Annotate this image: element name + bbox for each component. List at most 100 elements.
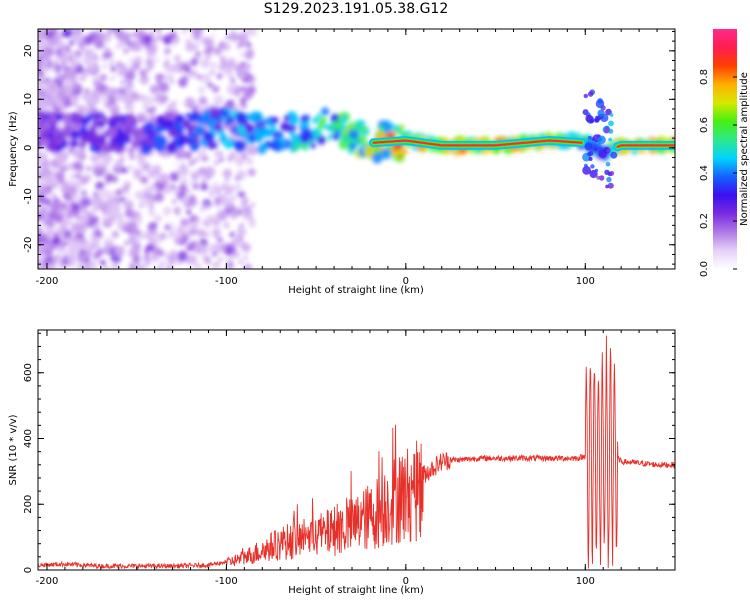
- spectrogram-noise-blob: [43, 52, 50, 59]
- spectrogram-noise-blob: [158, 81, 170, 93]
- spectrogram-noise-blob: [178, 77, 188, 88]
- spectrogram-noise-blob: [181, 29, 189, 33]
- spectrogram-ridge-blob: [397, 154, 403, 160]
- spectrogram-disturbance-blob: [582, 166, 591, 175]
- spectrogram-noise-blob: [170, 32, 176, 38]
- spectrogram-ridge-blob: [204, 133, 212, 140]
- spectrogram-noise-blob: [150, 221, 158, 229]
- spectrogram-noise-blob: [164, 53, 168, 57]
- spectrogram-noise-blob: [150, 110, 156, 116]
- spectrogram-ridge-blob: [153, 142, 161, 150]
- spectrogram-noise-blob: [155, 29, 162, 33]
- spectrogram-ridge-blob: [381, 120, 393, 132]
- spectrogram-ridge-blob: [234, 140, 247, 153]
- y-tick-label: 400: [23, 429, 34, 448]
- spectrogram-noise-blob: [72, 180, 83, 191]
- snr-frame: [37, 329, 676, 571]
- spectrogram-noise-blob: [189, 227, 198, 236]
- spectrogram-noise-blob: [43, 219, 48, 224]
- spectrogram-disturbance-blob: [597, 143, 601, 147]
- spectrogram-noise-blob: [214, 160, 219, 165]
- spectrogram-noise-blob: [207, 81, 214, 89]
- spectrogram-noise-blob: [110, 65, 117, 73]
- spectrogram-noise-blob: [51, 202, 61, 212]
- spectrogram-noise-blob: [223, 71, 229, 77]
- spectrogram-noise-blob: [90, 239, 101, 250]
- spectrogram-noise-blob: [92, 197, 97, 202]
- spectrogram-noise-blob: [104, 247, 109, 253]
- spectrogram-ridge-blob: [167, 128, 178, 138]
- spectrogram-noise-blob: [244, 50, 254, 60]
- spectrogram-noise-blob: [66, 220, 71, 225]
- spectrogram-noise-blob: [236, 169, 247, 180]
- spectrogram-noise-blob: [182, 74, 187, 79]
- spectrogram-ridge-blob: [144, 121, 155, 132]
- spectrogram-noise-blob: [219, 158, 223, 162]
- spectrogram-noise-blob: [222, 168, 232, 179]
- spectrogram-noise-blob: [223, 221, 231, 229]
- spectrogram-ridge-blob: [400, 124, 405, 130]
- snr-y-axis-label: SNR (10 * v/v): [8, 414, 19, 485]
- spectrogram-noise-blob: [80, 177, 88, 185]
- spectrogram-noise-blob: [154, 73, 163, 82]
- spectrogram-noise-blob: [247, 168, 256, 177]
- spectrogram-noise-blob: [96, 248, 105, 256]
- spectrogram-noise-blob: [80, 104, 85, 110]
- spectrogram-ridge-blob: [300, 129, 313, 141]
- spectrogram-ridge-blob: [78, 140, 87, 149]
- spectrogram-ridge-blob: [380, 148, 392, 160]
- spectrogram-ridge-blob: [377, 125, 384, 132]
- spectrogram-noise-blob: [53, 67, 59, 74]
- spectrogram-disturbance-blob: [606, 148, 611, 153]
- spectrogram-noise-blob: [125, 41, 130, 46]
- spectrogram-noise-blob: [120, 80, 125, 85]
- spectrogram-noise-blob: [243, 263, 253, 269]
- spectrogram-noise-blob: [115, 43, 121, 50]
- spectrogram-ridge-blob: [320, 107, 330, 116]
- spectrogram-ridge-blob: [125, 117, 137, 129]
- spectrogram-noise-blob: [155, 181, 160, 187]
- spectrogram-noise-blob: [38, 64, 41, 69]
- spectrogram-disturbance-blob: [599, 175, 605, 181]
- spectrogram-noise-blob: [92, 57, 99, 64]
- spectrogram-noise-blob: [185, 42, 196, 52]
- spectrogram-noise-blob: [60, 166, 66, 172]
- spectrogram-ridge-blob: [183, 121, 189, 128]
- spectrogram-ridge-blob: [154, 125, 164, 134]
- spectrogram-noise-blob: [127, 146, 135, 155]
- spectrogram-noise-blob: [134, 216, 143, 225]
- spectrogram-noise-blob: [131, 40, 142, 52]
- spectrogram-noise-blob: [148, 63, 155, 70]
- spectrogram-noise-blob: [111, 215, 116, 221]
- y-tick-label: 20: [23, 44, 34, 57]
- spectrogram-noise-blob: [134, 258, 139, 263]
- spectrogram-noise-blob: [242, 154, 247, 160]
- spectrogram-noise-blob: [226, 60, 236, 70]
- spectrogram-noise-blob: [116, 221, 125, 229]
- spectrogram-noise-blob: [80, 205, 88, 212]
- spectrogram-noise-blob: [148, 204, 154, 210]
- spectrogram-noise-blob: [162, 34, 173, 45]
- spectrogram-noise-blob: [207, 243, 217, 253]
- spectrogram-noise-blob: [200, 239, 205, 244]
- spectrogram-noise-blob: [93, 229, 103, 238]
- spectrogram-noise-blob: [107, 156, 114, 163]
- spectrogram-ridge-blob: [69, 139, 79, 148]
- spectrogram-noise-blob: [180, 162, 186, 168]
- spectrogram-noise-blob: [146, 243, 155, 252]
- spectrogram-noise-blob: [69, 179, 74, 185]
- spectrogram-noise-blob: [220, 62, 225, 66]
- spectrogram-disturbance-blob: [587, 152, 592, 157]
- spectrogram-noise-blob: [186, 97, 191, 102]
- spectrogram-noise-blob: [153, 106, 158, 110]
- spectrogram-noise-blob: [190, 220, 200, 230]
- spectrogram-noise-blob: [243, 90, 253, 100]
- spectrogram-noise-blob: [45, 88, 54, 97]
- spectrogram-ridge-blob: [194, 125, 205, 136]
- spectrogram-ridge-blob: [244, 123, 255, 134]
- spectrogram-noise-blob: [43, 264, 47, 269]
- spectrogram-noise-blob: [61, 63, 66, 67]
- spectrogram-noise-blob: [186, 209, 192, 215]
- spectrogram-noise-blob: [187, 104, 191, 108]
- spectrogram-noise-blob: [195, 185, 200, 190]
